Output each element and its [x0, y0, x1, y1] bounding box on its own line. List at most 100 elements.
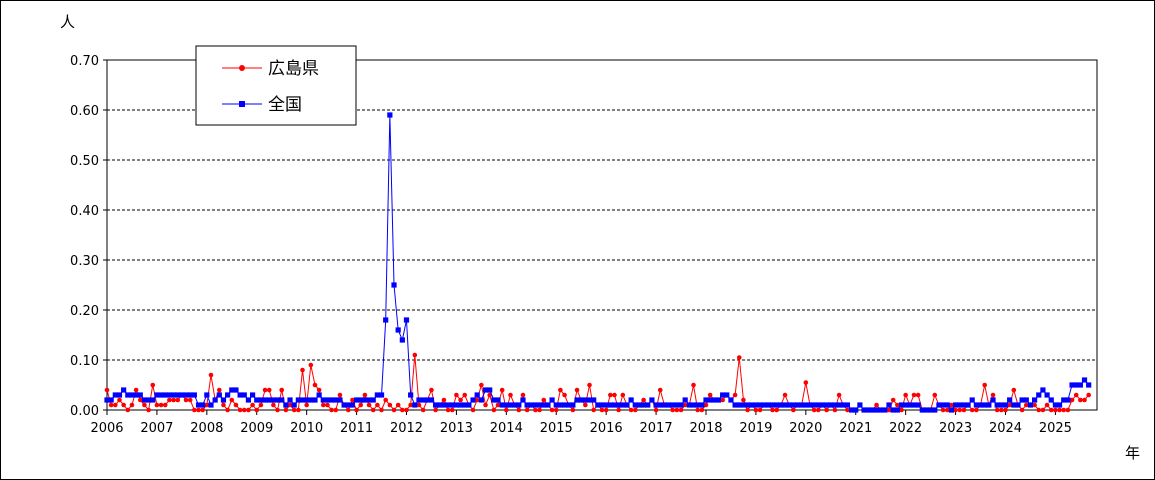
- data-point: [453, 402, 460, 408]
- x-tick-label: 2023: [939, 421, 972, 436]
- legend: 広島県 全国: [195, 45, 357, 126]
- x-tick-label: 2014: [490, 421, 523, 436]
- data-point: [196, 407, 201, 413]
- data-point: [258, 397, 264, 403]
- data-point: [358, 397, 364, 403]
- data-point: [616, 407, 621, 413]
- y-tick-label: 0.30: [70, 254, 99, 269]
- data-point: [844, 402, 851, 408]
- y-tick-label: 0.50: [70, 154, 99, 169]
- data-point: [757, 407, 763, 413]
- data-point: [728, 397, 734, 403]
- data-point: [811, 407, 817, 413]
- data-point: [270, 397, 276, 403]
- data-point: [757, 402, 763, 408]
- data-point: [474, 397, 480, 403]
- data-point: [1061, 397, 1067, 403]
- data-point: [678, 407, 684, 413]
- data-point: [736, 402, 742, 408]
- data-point: [187, 397, 193, 403]
- data-point: [711, 397, 717, 403]
- data-point: [653, 402, 659, 408]
- x-tick-label: 2015: [540, 421, 573, 436]
- data-point: [345, 402, 351, 408]
- data-point: [175, 397, 181, 403]
- data-point: [183, 392, 189, 398]
- data-point: [707, 397, 713, 403]
- data-point: [433, 407, 438, 413]
- data-point: [516, 407, 522, 413]
- data-point: [324, 397, 331, 403]
- data-point: [599, 407, 605, 413]
- data-point: [832, 402, 838, 408]
- data-point: [803, 380, 809, 385]
- data-point: [990, 392, 996, 398]
- data-point: [1007, 397, 1013, 403]
- legend-label-national: 全国: [268, 95, 302, 115]
- x-tick-label: 2013: [440, 421, 473, 436]
- data-point: [1069, 382, 1075, 388]
- data-point: [707, 392, 713, 398]
- data-point: [408, 402, 413, 408]
- data-point: [857, 402, 863, 408]
- data-point: [570, 407, 576, 413]
- data-point: [608, 392, 613, 398]
- data-point: [928, 407, 934, 413]
- data-point: [433, 402, 439, 408]
- data-point: [678, 402, 684, 408]
- data-point: [237, 407, 243, 413]
- data-point: [245, 397, 252, 403]
- data-point: [308, 362, 314, 368]
- data-point: [104, 397, 110, 403]
- data-point: [574, 397, 580, 403]
- data-point: [1019, 397, 1025, 403]
- data-point: [628, 407, 634, 413]
- x-tick-label: 2024: [989, 421, 1022, 436]
- data-point: [994, 402, 1000, 408]
- data-point: [961, 402, 967, 408]
- data-point: [117, 397, 122, 403]
- data-point: [370, 407, 376, 413]
- data-point: [133, 392, 139, 398]
- data-point: [865, 407, 871, 413]
- data-point: [836, 392, 842, 398]
- data-point: [391, 407, 397, 413]
- data-point: [561, 402, 568, 408]
- data-point: [296, 407, 301, 413]
- data-point: [320, 397, 326, 403]
- data-point: [229, 387, 235, 393]
- data-point: [977, 402, 984, 408]
- data-point: [1077, 382, 1083, 388]
- data-point: [674, 407, 680, 413]
- data-point: [791, 407, 796, 413]
- data-point: [279, 397, 285, 403]
- data-point: [158, 392, 164, 398]
- data-point: [237, 392, 243, 398]
- data-point: [167, 397, 172, 403]
- data-point: [445, 407, 451, 413]
- data-point: [1019, 407, 1025, 413]
- data-point: [1057, 407, 1062, 413]
- data-point: [869, 407, 875, 413]
- data-point: [898, 402, 905, 408]
- data-point: [254, 397, 260, 403]
- data-point: [682, 402, 688, 408]
- x-tick-label: 2006: [90, 421, 123, 436]
- data-point: [403, 317, 410, 323]
- data-point: [1032, 397, 1038, 403]
- data-point: [1023, 397, 1029, 403]
- data-point: [462, 402, 468, 408]
- y-tick-label: 0.70: [70, 54, 99, 69]
- data-point: [915, 392, 921, 398]
- data-point: [287, 397, 293, 403]
- data-point: [441, 402, 447, 408]
- data-point: [932, 407, 938, 413]
- data-point: [520, 392, 526, 398]
- data-point: [370, 397, 376, 403]
- data-point: [990, 397, 996, 403]
- data-point: [1052, 402, 1059, 408]
- data-point: [491, 407, 497, 413]
- data-point: [761, 402, 767, 408]
- data-point: [740, 402, 747, 408]
- data-point: [399, 337, 405, 343]
